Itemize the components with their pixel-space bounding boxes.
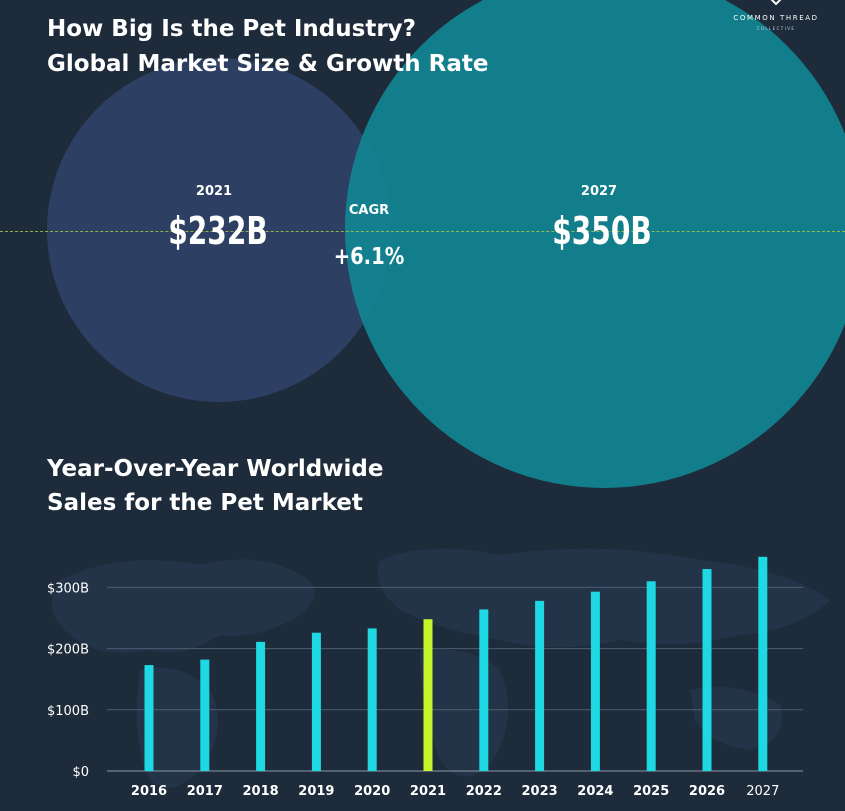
x-tick-label: 2018 [243,784,279,799]
circle-2021 [47,58,391,402]
right-market-value: $350B [552,209,652,253]
y-tick-label: $100B [47,704,89,719]
bar-2026 [702,569,712,771]
bar-2020 [367,628,377,771]
x-tick-label: 2019 [298,784,334,799]
bar-2022 [479,609,489,771]
x-tick-label: 2021 [410,784,446,799]
logo-text: COMMON THREAD [733,14,819,22]
bar-2025 [646,581,656,771]
y-tick-label: $200B [47,643,89,658]
bar-2021 [423,619,433,771]
page-title: How Big Is the Pet Industry? Global Mark… [47,12,488,82]
logo-subtext: COLLECTIVE [756,26,796,31]
left-year-label: 2021 [195,184,233,199]
cagr-value: +6.1% [333,244,405,270]
title-line-1: How Big Is the Pet Industry? [47,16,417,42]
x-tick-label: 2022 [466,784,502,799]
left-market-value: $232B [168,209,268,253]
x-tick-label: 2025 [633,784,669,799]
cagr-label: CAGR [348,203,390,218]
chart-title-line-1: Year-Over-Year Worldwide [47,456,384,482]
x-tick-label: 2017 [187,784,223,799]
bar-2016 [144,665,154,771]
x-tick-label: 2027 [746,784,779,799]
bar-2027 [758,556,768,771]
y-tick-label: $300B [47,581,89,596]
x-tick-label: 2016 [131,784,167,799]
x-tick-label: 2026 [689,784,725,799]
world-map-background [52,548,830,788]
right-year-label: 2027 [580,184,618,199]
chart-title: Year-Over-Year Worldwide Sales for the P… [47,452,383,520]
bar-chart: $0 $100B $200B $300B 2016 2017 2018 2019 2020 202… [47,556,803,799]
bar-2019 [311,632,321,771]
x-tick-label: 2023 [522,784,558,799]
brand-logo: COMMON THREAD COLLECTIVE [730,0,822,38]
title-line-2: Global Market Size & Growth Rate [47,51,489,77]
x-tick-label: 2024 [577,784,613,799]
guide-line [0,231,845,232]
circle-2027 [345,0,845,488]
y-tick-label: $0 [72,765,89,780]
bar-2024 [590,591,600,771]
x-tick-label: 2020 [354,784,390,799]
logo-mark-icon [770,0,782,6]
bar-2018 [256,641,266,771]
bar-2017 [200,659,210,771]
chart-title-line-2: Sales for the Pet Market [47,490,363,516]
bar-2023 [535,600,545,771]
